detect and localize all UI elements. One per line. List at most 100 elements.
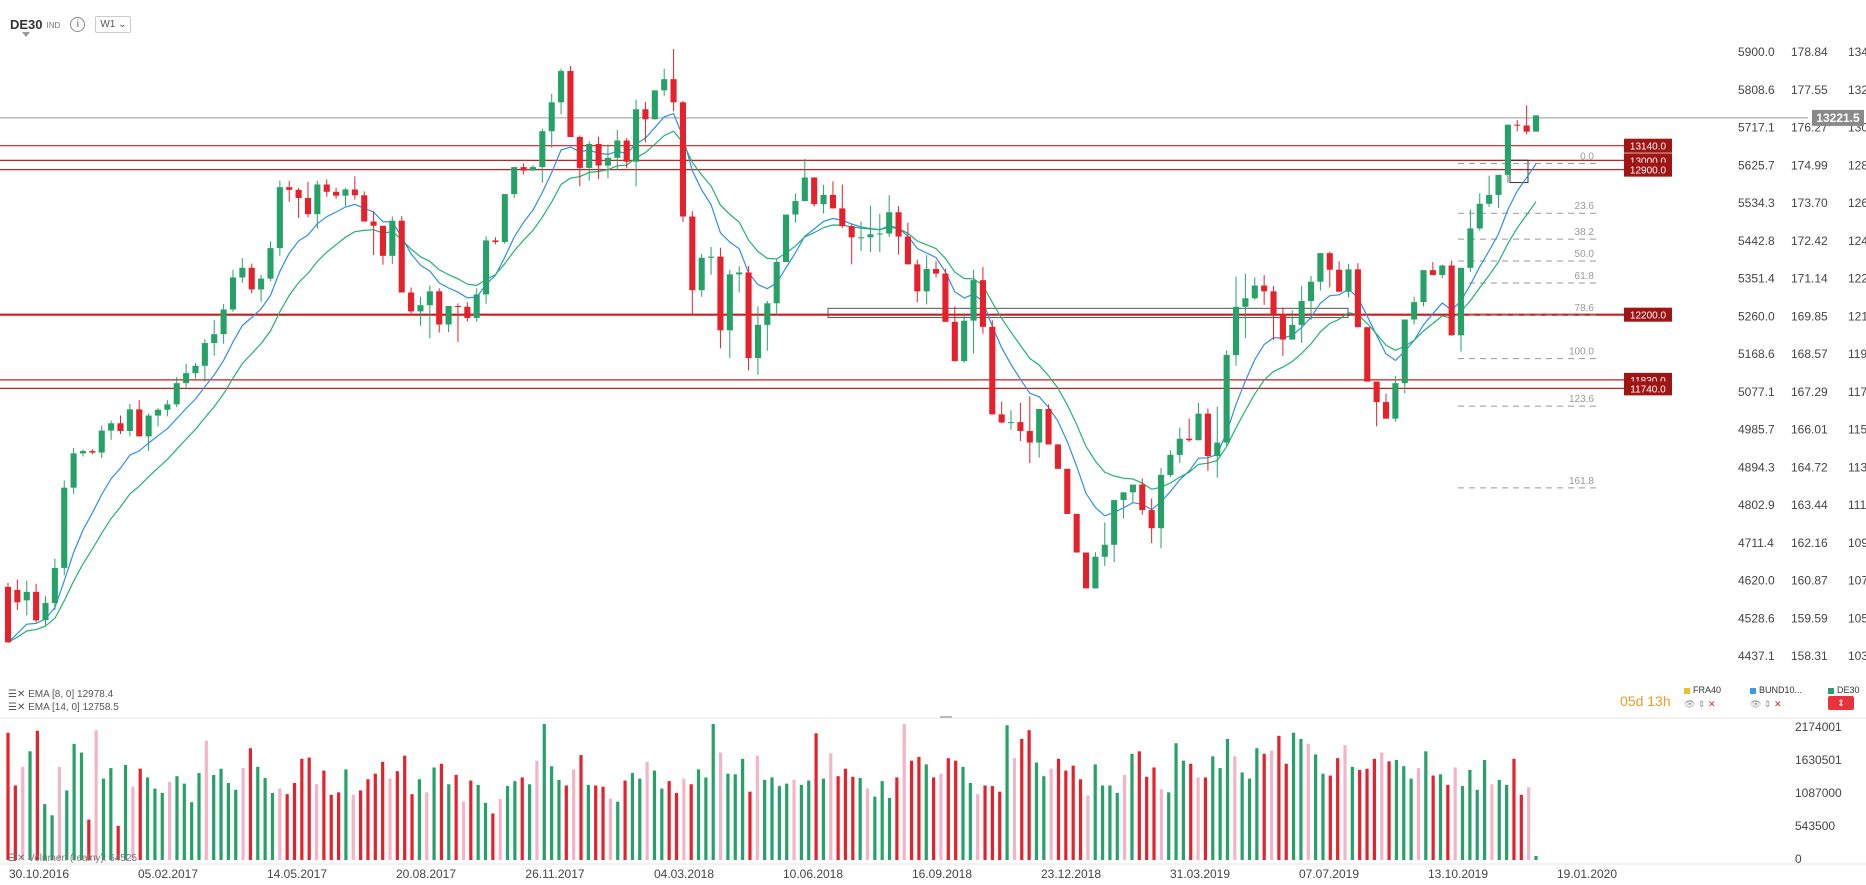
candle-up (1214, 442, 1221, 457)
volume-bar (498, 799, 502, 860)
candle-up (820, 194, 827, 205)
volume-bar (660, 788, 664, 860)
close-icon[interactable]: ✕ (1773, 699, 1782, 709)
volume-bar (1277, 735, 1281, 860)
volume-bar (182, 783, 186, 860)
candle-up (211, 334, 218, 344)
candle-up (511, 167, 518, 195)
volume-bar (1196, 777, 1200, 860)
volume-bar (807, 780, 811, 860)
candle-up (183, 373, 190, 384)
y-tick-label: 10737.9 (1848, 574, 1866, 588)
volume-bar (447, 784, 451, 860)
volume-bar (101, 778, 106, 860)
volume-bar (1167, 792, 1171, 860)
candle-down (1336, 269, 1343, 292)
volume-bar (623, 780, 627, 860)
volume-bar (505, 786, 510, 860)
volume-bar (1519, 794, 1523, 860)
candle-up (961, 320, 968, 362)
volume-last-value: 64525 (109, 853, 138, 864)
candle-down (117, 423, 124, 431)
y-tick-label: 172.42 (1791, 234, 1828, 248)
volume-bar (998, 791, 1002, 860)
candle-up (1457, 267, 1465, 336)
de30-toggle-button[interactable]: ⇕ (1828, 696, 1854, 710)
candle-up (1345, 269, 1352, 292)
volume-bar (785, 783, 789, 860)
y-tick-label: 4620.0 (1738, 574, 1775, 588)
legend-bund10-controls[interactable]: 👁 ⇕ ✕ (1750, 699, 1782, 709)
legend-de30-label: DE30 (1837, 685, 1860, 695)
x-tick-label: 23.12.2018 (1041, 867, 1101, 881)
volume-bar (87, 819, 91, 860)
volume-bar (454, 774, 458, 860)
candle-up (1101, 544, 1108, 557)
x-tick-label: 10.06.2018 (783, 867, 843, 881)
chevron-down-icon[interactable] (22, 32, 30, 37)
candle-up (426, 291, 433, 306)
x-tick-label: 13.10.2019 (1428, 867, 1488, 881)
volume-bar (1534, 855, 1538, 860)
candle-up (314, 184, 321, 215)
candle-up (1167, 454, 1174, 475)
fib-label: 50.0 (1575, 249, 1595, 260)
close-icon[interactable]: ✕ (1707, 699, 1716, 709)
legend-bund10[interactable]: BUND10... 👁 ⇕ ✕ (1750, 685, 1802, 710)
volume-bar (278, 788, 282, 860)
y-tick-label: 11518.7 (1848, 423, 1866, 437)
volume-bar (1314, 754, 1318, 860)
level-label: 12200.0 (1630, 311, 1667, 322)
volume-bar (476, 784, 480, 860)
info-icon[interactable]: i (70, 16, 86, 32)
volume-bar (616, 801, 620, 860)
x-tick-label: 14.05.2017 (267, 867, 327, 881)
y-tick-label: 12104.3 (1848, 309, 1866, 323)
legend-bund10-label: BUND10... (1759, 685, 1803, 695)
candle-down (717, 256, 724, 331)
y-tick-label: 4802.9 (1738, 498, 1775, 512)
y-tick-label: 158.31 (1791, 649, 1828, 663)
legend-de30[interactable]: DE30 (1828, 685, 1860, 695)
y-tick-label: 167.29 (1791, 385, 1828, 399)
candle-up (558, 71, 565, 103)
candle-down (595, 143, 602, 166)
volume-bar (946, 758, 950, 860)
candle-up (192, 365, 199, 374)
fib-label: 123.6 (1569, 394, 1594, 405)
candle-up (923, 268, 930, 292)
candle-up (1036, 409, 1043, 443)
volume-bar (917, 756, 921, 860)
volume-bar (1497, 779, 1501, 860)
volume-bar (226, 782, 230, 860)
volume-bar (1505, 784, 1509, 860)
volume-bar (292, 782, 297, 860)
volume-bar (270, 792, 275, 860)
candle-down (979, 280, 986, 327)
legend-fra40[interactable]: FRA40 👁 ⇕ ✕ (1684, 685, 1721, 710)
x-tick-label: 16.09.2018 (912, 867, 972, 881)
candle-down (1514, 124, 1521, 126)
legend-fra40-controls[interactable]: 👁 ⇕ ✕ (1684, 699, 1716, 709)
timeframe-select[interactable]: W1 ⌄ (95, 15, 132, 33)
y-tick-label: 5351.4 (1738, 272, 1775, 286)
symbol-label[interactable]: DE30 (10, 16, 43, 32)
volume-bar (439, 763, 444, 860)
ema-fast-label: ☰✕ EMA [8, 0] 12978.4 (8, 689, 114, 700)
candle-up (867, 234, 874, 238)
candle-down (1364, 327, 1371, 382)
drawing-box (827, 307, 1349, 319)
candle-down (1382, 402, 1390, 419)
volume-bar (1424, 751, 1428, 860)
volume-bar (1255, 748, 1259, 860)
candle-down (286, 187, 293, 190)
volume-bar (307, 757, 311, 860)
candle-up (145, 415, 152, 437)
volume-bar (373, 773, 377, 860)
volume-bar (241, 768, 245, 860)
y-tick-label: 4528.6 (1738, 611, 1775, 625)
candle-down (398, 220, 405, 293)
volume-bar (43, 804, 47, 860)
volume-bar (1446, 784, 1450, 860)
